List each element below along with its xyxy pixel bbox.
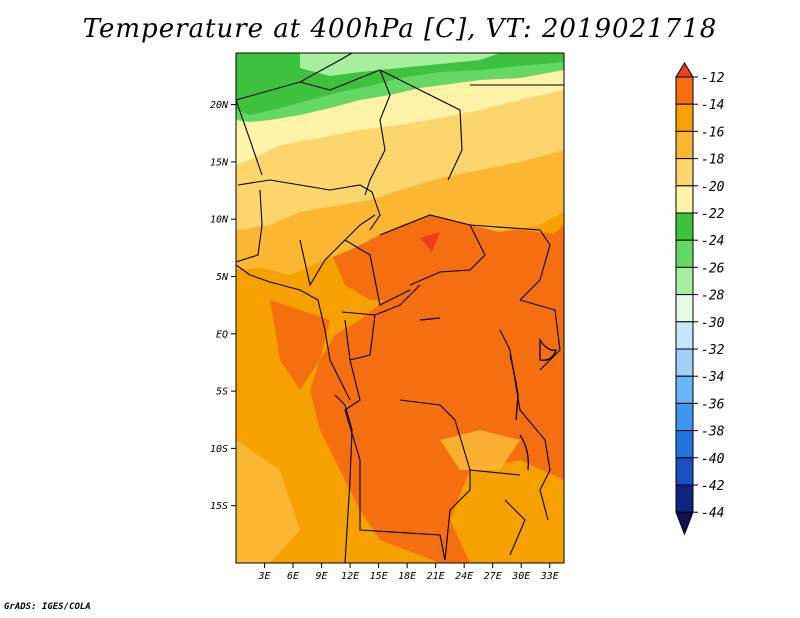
colorbar-swatch — [675, 76, 694, 105]
lat-tick-label: 15N — [210, 157, 229, 168]
colorbar-label: -26 — [701, 261, 725, 276]
colorbar-label: -14 — [701, 98, 724, 113]
colorbar-swatch — [675, 185, 694, 214]
colorbar-label: -30 — [701, 316, 725, 331]
colorbar-label: -44 — [701, 506, 724, 521]
colorbar-swatch — [675, 158, 694, 187]
colorbar-label: -28 — [701, 289, 725, 304]
colorbar: -12 -14 -16 -18 -20 -22 -24 -26 -28 -30 -32 -34 -36 -… — [675, 62, 725, 536]
colorbar-label: -34 — [701, 370, 724, 385]
lon-tick-label: 21E — [427, 571, 445, 582]
lat-tick-label: 10S — [210, 444, 228, 455]
latitude-axis: 20N 15N 10N 5N EQ 5S 10S 15S — [210, 100, 236, 512]
colorbar-swatch — [675, 294, 694, 323]
lon-tick-label: 30E — [511, 571, 530, 582]
colorbar-label: -16 — [701, 125, 725, 140]
colorbar-label: -42 — [701, 479, 725, 494]
grads-credit: GrADS: IGES/COLA — [4, 602, 91, 612]
lon-tick-label: 27E — [484, 571, 502, 582]
colorbar-label: -24 — [701, 234, 724, 249]
colorbar-top-arrow — [675, 62, 694, 78]
colorbar-swatch — [675, 402, 694, 432]
colorbar-label: -12 — [701, 71, 725, 86]
colorbar-swatch — [675, 457, 694, 486]
lon-tick-label: 24E — [455, 571, 473, 582]
lon-tick-label: 15E — [370, 571, 388, 582]
lon-tick-label: 33E — [540, 571, 559, 582]
lon-tick-label: 18E — [398, 571, 416, 582]
colorbar-swatch — [675, 130, 694, 160]
temperature-field — [236, 53, 564, 563]
colorbar-swatch — [675, 348, 694, 377]
map-frame — [235, 52, 565, 564]
lon-tick-label: 9E — [316, 571, 328, 582]
lat-tick-label: 5S — [216, 387, 228, 398]
colorbar-swatch — [675, 239, 694, 268]
colorbar-swatch — [675, 430, 694, 459]
lat-tick-label: 10N — [210, 215, 229, 226]
lat-tick-label: EQ — [216, 329, 228, 340]
colorbar-swatch — [675, 484, 694, 513]
colorbar-swatch — [675, 212, 694, 241]
colorbar-swatch — [675, 266, 694, 296]
lon-tick-label: 3E — [257, 571, 270, 582]
lat-tick-label: 20N — [210, 100, 229, 111]
colorbar-label: -20 — [701, 180, 725, 195]
colorbar-swatch — [675, 375, 694, 404]
colorbar-label: -22 — [701, 207, 725, 222]
colorbar-label: -36 — [701, 397, 725, 412]
colorbar-label: -18 — [701, 153, 725, 168]
colorbar-swatch — [675, 103, 694, 132]
lat-tick-label: 15S — [210, 501, 228, 512]
colorbar-label: -40 — [701, 452, 725, 467]
lat-tick-label: 5N — [216, 272, 229, 283]
colorbar-bottom-arrow — [675, 511, 694, 536]
lon-tick-label: 6E — [287, 571, 299, 582]
colorbar-swatch — [675, 321, 694, 350]
colorbar-label: -32 — [701, 343, 725, 358]
longitude-axis: 3E 6E 9E 12E 15E 18E 21E 24E 27E 30E 33E — [257, 563, 559, 582]
lon-tick-label: 12E — [341, 571, 359, 582]
colorbar-label: -38 — [701, 425, 725, 440]
map-title: Temperature at 400hPa [C], VT: 201902171… — [82, 14, 718, 44]
